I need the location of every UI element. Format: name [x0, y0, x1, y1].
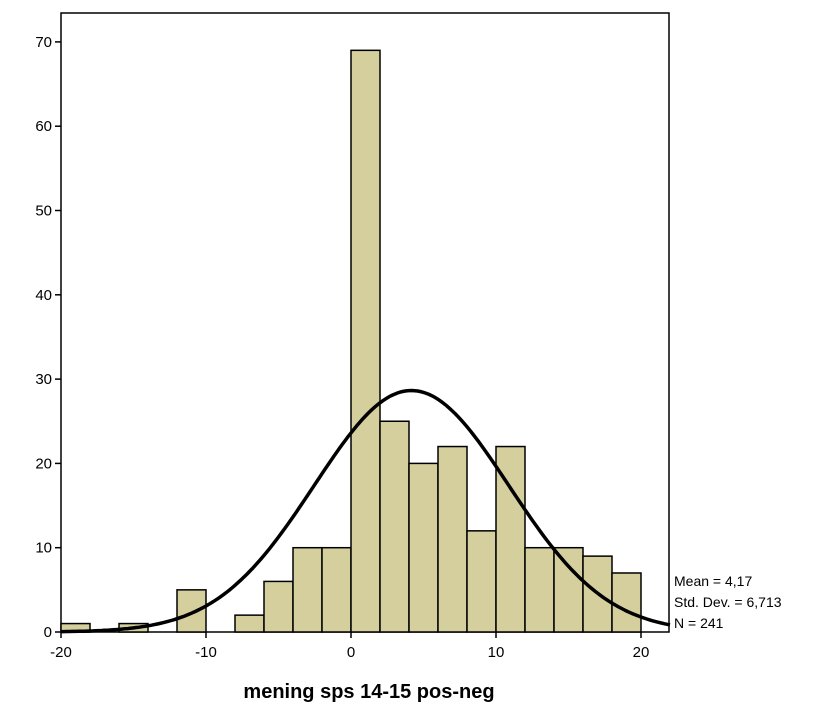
histogram-bar [292, 546, 323, 633]
y-tick-label: 60 [35, 118, 52, 135]
stats-mean: Mean = 4,17 [674, 573, 752, 589]
histogram-bar [553, 546, 584, 633]
histogram-bar [176, 589, 207, 633]
histogram-bar [437, 445, 468, 633]
normal-curve [61, 388, 671, 634]
histogram-bar [524, 546, 555, 633]
y-tick-label: 50 [35, 203, 52, 220]
y-tick-label: 0 [44, 624, 52, 641]
y-tick-label: 10 [35, 540, 52, 557]
histogram-bar [379, 420, 410, 633]
bars-group [60, 49, 642, 633]
histogram-bar [466, 530, 497, 633]
histogram-bar [350, 49, 381, 633]
stats-std-dev: Std. Dev. = 6,713 [674, 594, 782, 610]
y-tick-label: 30 [35, 371, 52, 388]
y-tick-label: 70 [35, 34, 52, 51]
x-tick-label: 10 [488, 644, 505, 661]
histogram-bar [263, 580, 294, 633]
y-axis: 0 10 20 30 40 50 60 70 [35, 34, 61, 641]
histogram-bar [234, 614, 265, 633]
stats-n: N = 241 [674, 615, 724, 631]
y-tick-label: 40 [35, 287, 52, 304]
x-tick-label: 0 [347, 644, 355, 661]
x-tick-label: -10 [195, 644, 217, 661]
histogram-bar [321, 546, 352, 633]
y-tick-label: 20 [35, 455, 52, 472]
x-axis: -20 -10 0 10 20 [50, 632, 649, 661]
x-tick-label: -20 [50, 644, 72, 661]
x-axis-label: mening sps 14-15 pos-neg [243, 681, 494, 703]
x-tick-label: 20 [633, 644, 650, 661]
histogram-bar [408, 462, 439, 633]
histogram-bar [495, 445, 526, 633]
histogram-bar [611, 572, 642, 633]
